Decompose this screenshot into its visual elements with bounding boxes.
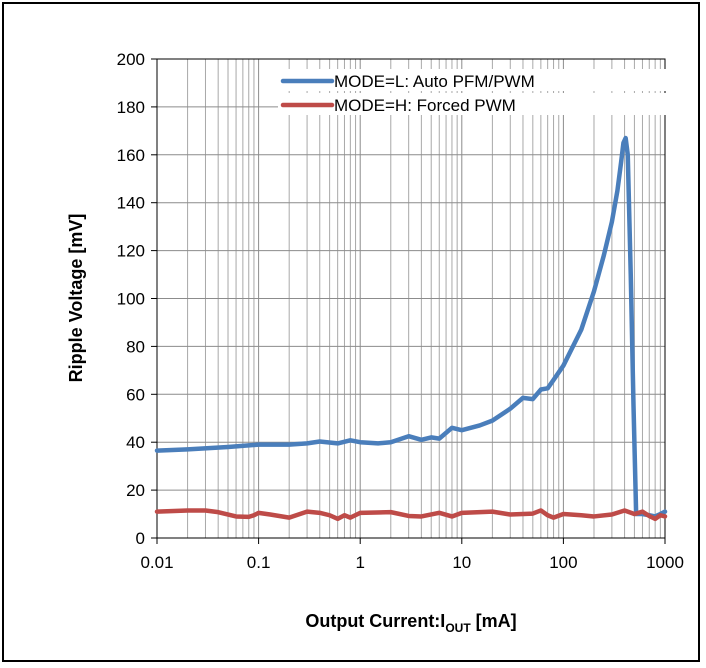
x-axis-title-subscript: OUT (445, 621, 471, 635)
x-tick-label: 0.01 (140, 553, 173, 572)
legend-label-2: MODE=H: Forced PWM (334, 96, 516, 115)
series-group (154, 135, 668, 522)
tick-labels: 0 20 40 60 80 100 120 140 160 180 200 0.01 0.1 1 10 100… (117, 50, 684, 572)
legend-background (278, 93, 666, 115)
x-tick-label: 10 (452, 553, 471, 572)
tick-marks (151, 58, 666, 544)
y-tick-label: 0 (136, 529, 145, 548)
legend-label-1: MODE=L: Auto PFM/PWM (334, 72, 535, 91)
x-axis-title-unit: [mA] (471, 611, 517, 631)
x-tick-label: 100 (549, 553, 577, 572)
x-tick-label: 1000 (646, 553, 684, 572)
grid-lines (156, 58, 665, 539)
y-tick-label: 120 (117, 242, 145, 261)
y-tick-label: 80 (126, 337, 145, 356)
y-tick-label: 180 (117, 98, 145, 117)
x-axis-title: Output Current:IOUT [mA] (305, 611, 516, 635)
ripple-voltage-chart: MODE=L: Auto PFM/PWM MODE=H: Forced PWM 0… (66, 50, 684, 635)
legend: MODE=L: Auto PFM/PWM MODE=H: Forced PWM (278, 69, 666, 115)
y-tick-label: 60 (126, 385, 145, 404)
x-tick-label: 1 (355, 553, 364, 572)
chart-frame: MODE=L: Auto PFM/PWM MODE=H: Forced PWM 0… (2, 2, 700, 662)
y-tick-label: 160 (117, 146, 145, 165)
series-line-2 (154, 508, 668, 522)
series-line-1 (154, 135, 668, 519)
y-tick-label: 40 (126, 433, 145, 452)
x-tick-label: 0.1 (247, 553, 271, 572)
y-tick-label: 20 (126, 481, 145, 500)
y-axis-title: Ripple Voltage [mV] (66, 214, 86, 383)
y-tick-label: 100 (117, 290, 145, 309)
legend-background (278, 69, 666, 91)
y-tick-label: 140 (117, 194, 145, 213)
y-tick-label: 200 (117, 50, 145, 69)
